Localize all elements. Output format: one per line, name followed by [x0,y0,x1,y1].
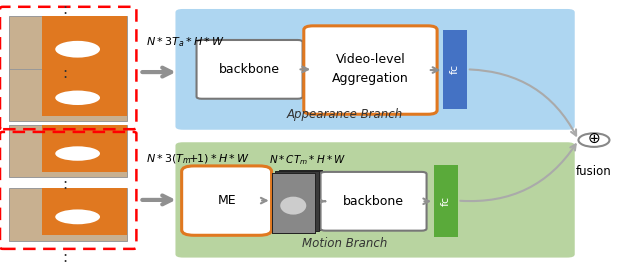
Text: $N * 3T_a * H * W$: $N * 3T_a * H * W$ [146,35,224,49]
Bar [9,188,127,241]
Bar [9,16,127,76]
FancyBboxPatch shape [197,40,303,99]
Bar [9,69,127,121]
Ellipse shape [55,91,100,105]
Bar [275,171,319,231]
Text: fc: fc [441,196,451,206]
FancyBboxPatch shape [304,26,437,114]
Text: :: : [63,66,68,81]
Text: fusion: fusion [576,165,612,178]
Bar [279,170,322,230]
Text: :: : [63,249,68,265]
Text: $\oplus$: $\oplus$ [587,131,601,146]
Text: :: : [63,2,68,17]
Bar [272,173,315,233]
Text: $N * CT_m * H * W$: $N * CT_m * H * W$ [268,154,345,167]
Text: Motion Branch: Motion Branch [302,237,387,250]
Text: :: : [63,177,68,193]
Ellipse shape [280,197,306,215]
FancyBboxPatch shape [175,9,575,130]
Bar [443,30,467,109]
Bar [9,125,127,177]
Text: ME: ME [217,194,236,207]
Ellipse shape [55,209,100,224]
FancyBboxPatch shape [182,166,272,235]
Bar [42,125,127,172]
Text: fc: fc [450,64,460,75]
FancyBboxPatch shape [175,142,575,258]
Bar [42,188,127,235]
Text: backbone: backbone [343,195,404,208]
Bar [42,69,127,116]
Text: Appearance Branch: Appearance Branch [286,108,402,121]
Ellipse shape [55,41,100,58]
Ellipse shape [55,146,100,161]
Bar [42,16,127,70]
Bar [434,165,458,237]
Text: Video-level: Video-level [335,53,405,66]
Text: $N * 3(T_m\!\!+\!\!1) * H* W$: $N * 3(T_m\!\!+\!\!1) * H* W$ [146,152,249,166]
FancyBboxPatch shape [321,172,427,231]
Text: Aggregation: Aggregation [332,72,409,85]
Bar [272,173,315,233]
Circle shape [578,133,609,147]
Text: backbone: backbone [219,63,280,76]
